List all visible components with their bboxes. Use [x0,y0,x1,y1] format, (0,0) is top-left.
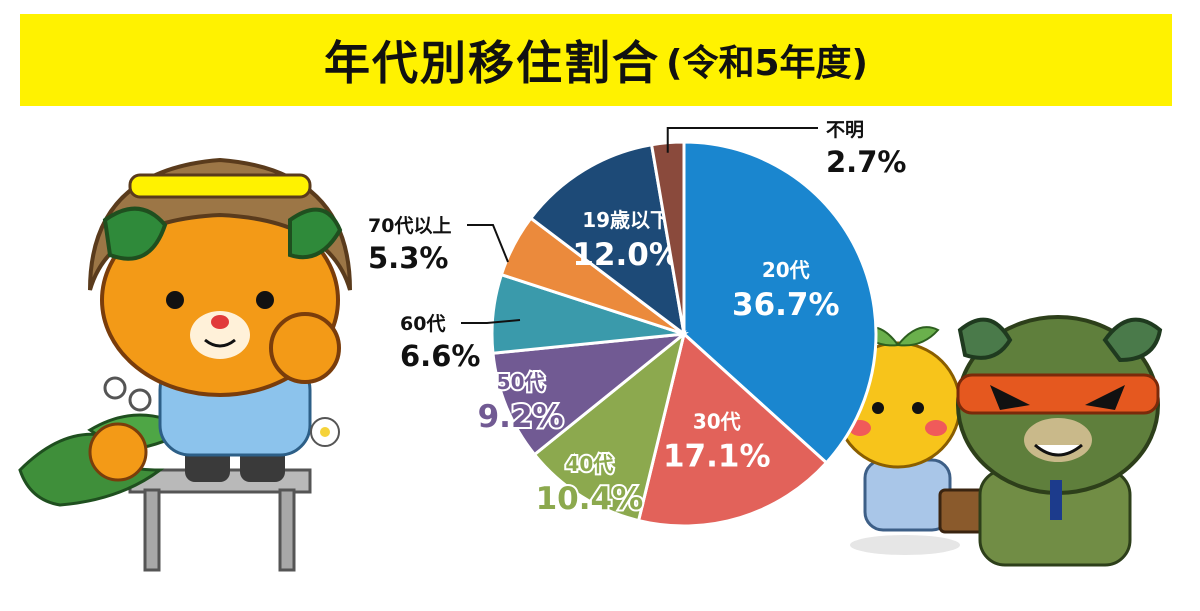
pie-slice-1 [636,331,829,528]
pie-slice-2 [532,330,687,523]
pie-slice-3 [491,332,689,457]
slice-value-5: 5.3% [368,241,448,275]
slice-value-7: 2.7% [826,145,906,179]
page-subtitle: (令和5年度) [666,43,868,84]
slice-value-0: 36.7% [732,287,840,323]
leader-line-4 [461,319,521,324]
pie-chart: 20代 36.7% 30代 17.1% 40代 10.4% 50代 9.2% 60代 6.6% 70… [368,119,906,528]
slice-label-7: 不明 [826,119,864,141]
slice-label-4: 60代 [400,313,445,335]
slice-value-4: 6.6% [400,339,480,373]
slice-label-3: 50代 [497,370,545,394]
slice-label-2: 40代 [565,452,613,476]
title-banner: 年代別移住割合 (令和5年度) [20,14,1172,106]
slice-label-0: 20代 [762,258,810,282]
leader-line-5 [467,224,509,263]
slice-label-6: 19歳以下 [582,208,670,232]
leader-line-7 [666,127,818,153]
slice-value-3: 9.2% [478,399,564,435]
dekopon-and-evil-mican-mascots-icon [834,315,1163,567]
pie-slice-6 [528,143,687,338]
slice-value-2: 10.4% [536,481,644,517]
mican-mascot-with-mikan-icon [18,157,352,572]
slice-label-5: 70代以上 [368,215,451,237]
pie-slice-0 [682,140,878,465]
slice-value-1: 17.1% [663,438,771,474]
page-title: 年代別移住割合 [324,36,661,90]
slice-label-1: 30代 [693,409,741,433]
slice-value-6: 12.0% [572,237,680,273]
